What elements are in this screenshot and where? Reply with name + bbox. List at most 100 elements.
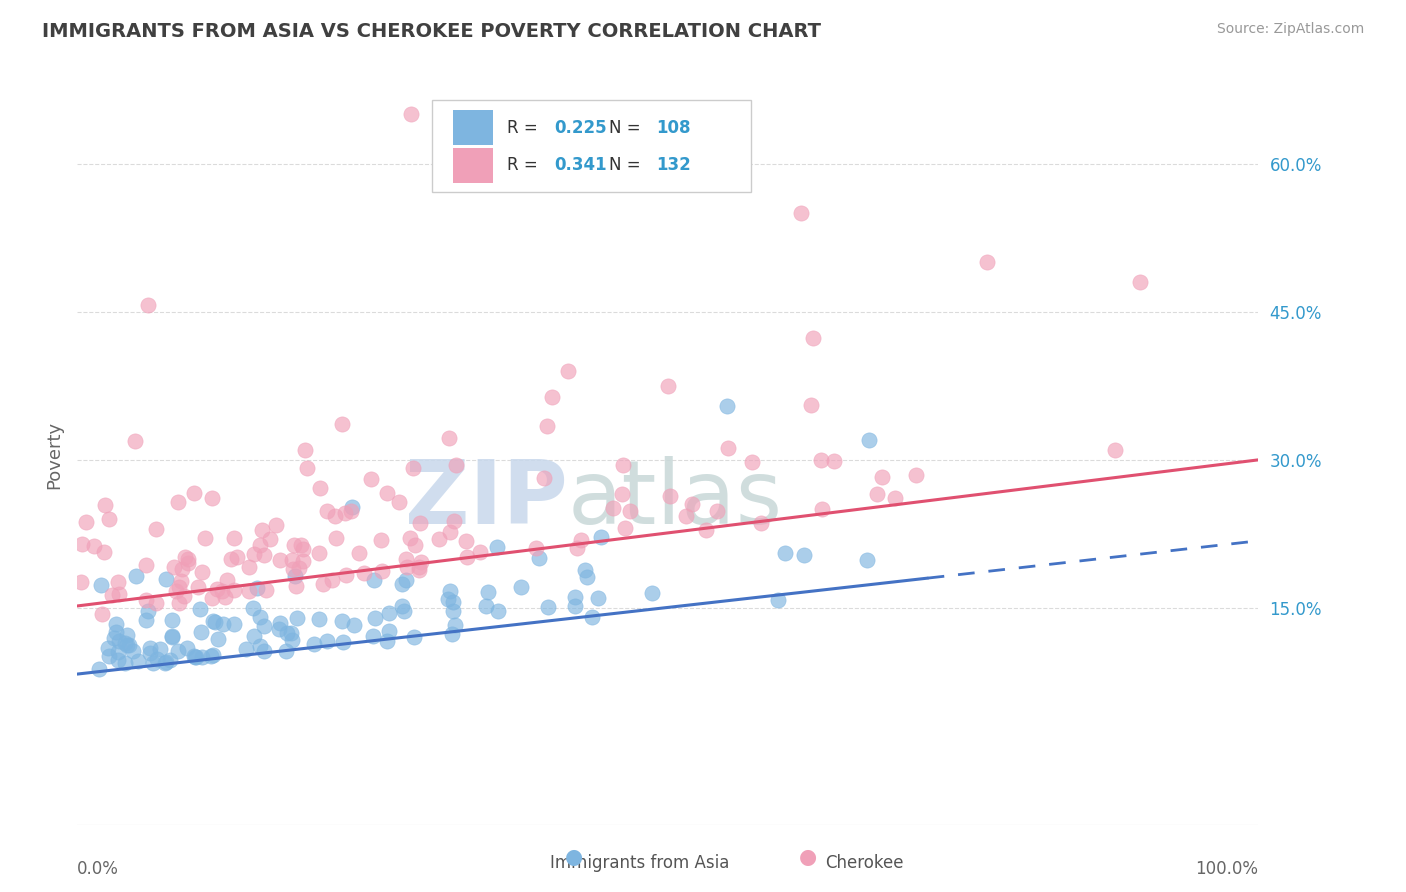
Point bbox=[394, 604, 416, 618]
Point bbox=[211, 583, 233, 598]
Point bbox=[681, 497, 703, 511]
Point bbox=[169, 580, 191, 594]
Point bbox=[200, 648, 222, 663]
Point bbox=[437, 592, 460, 607]
Point bbox=[224, 616, 246, 631]
Point bbox=[114, 656, 136, 670]
Point bbox=[339, 504, 361, 518]
Point bbox=[657, 379, 679, 393]
Point bbox=[153, 656, 176, 670]
Point bbox=[83, 539, 105, 553]
Point bbox=[537, 599, 560, 614]
Point bbox=[217, 574, 239, 588]
Point bbox=[475, 599, 498, 614]
Point bbox=[402, 461, 425, 475]
Point bbox=[477, 585, 499, 599]
Point bbox=[567, 541, 589, 556]
Point bbox=[612, 486, 634, 500]
Point bbox=[167, 495, 190, 509]
Point bbox=[800, 398, 823, 412]
Point bbox=[166, 644, 188, 658]
Point bbox=[97, 512, 120, 526]
Point bbox=[291, 554, 314, 568]
Point bbox=[107, 645, 129, 659]
Point bbox=[259, 532, 281, 546]
Point bbox=[97, 649, 120, 664]
Point bbox=[444, 618, 467, 632]
Point bbox=[371, 565, 394, 579]
Point bbox=[281, 553, 304, 567]
Point bbox=[205, 582, 228, 596]
Point bbox=[370, 533, 392, 547]
Point bbox=[353, 566, 375, 580]
Point bbox=[884, 491, 907, 505]
Point bbox=[574, 563, 596, 577]
Point bbox=[364, 611, 387, 625]
Point bbox=[117, 628, 139, 642]
Point bbox=[440, 626, 463, 640]
Point bbox=[717, 441, 740, 455]
Point bbox=[127, 654, 149, 668]
Text: 100.0%: 100.0% bbox=[1195, 860, 1258, 878]
Point bbox=[124, 434, 146, 448]
Point bbox=[253, 548, 276, 562]
Point bbox=[866, 487, 889, 501]
Point bbox=[290, 538, 312, 552]
Point bbox=[139, 640, 162, 655]
Text: Cherokee: Cherokee bbox=[825, 855, 904, 872]
Point bbox=[243, 547, 266, 561]
Point bbox=[323, 509, 346, 524]
Point bbox=[238, 559, 260, 574]
Point bbox=[408, 560, 430, 574]
Point bbox=[1104, 443, 1126, 458]
Point bbox=[214, 591, 236, 605]
Point bbox=[295, 461, 318, 475]
Point bbox=[201, 491, 224, 505]
Point bbox=[793, 548, 815, 562]
Point bbox=[291, 541, 314, 556]
Point bbox=[399, 531, 422, 545]
Point bbox=[107, 653, 129, 667]
Point bbox=[439, 583, 461, 598]
Point bbox=[145, 596, 167, 610]
Point bbox=[395, 551, 418, 566]
Point bbox=[775, 546, 797, 560]
Point bbox=[856, 553, 879, 567]
Text: N =: N = bbox=[609, 156, 645, 175]
Point bbox=[145, 522, 167, 536]
Point bbox=[524, 541, 547, 555]
Point bbox=[444, 458, 467, 473]
Point bbox=[439, 524, 461, 539]
Point bbox=[527, 550, 550, 565]
Point bbox=[204, 615, 226, 629]
Point bbox=[201, 648, 224, 662]
Point bbox=[280, 626, 302, 640]
Text: atlas: atlas bbox=[568, 456, 783, 543]
Text: 132: 132 bbox=[657, 156, 690, 175]
Point bbox=[70, 574, 93, 589]
Point bbox=[184, 650, 207, 665]
Point bbox=[249, 538, 271, 552]
Point bbox=[172, 562, 194, 576]
Point bbox=[308, 612, 330, 626]
Point bbox=[159, 653, 181, 667]
Point bbox=[347, 546, 370, 560]
FancyBboxPatch shape bbox=[453, 148, 494, 183]
Point bbox=[613, 521, 636, 535]
Point bbox=[443, 514, 465, 528]
Point bbox=[557, 364, 579, 378]
Point bbox=[276, 643, 298, 657]
Point bbox=[325, 531, 347, 545]
Point bbox=[283, 538, 305, 552]
Point bbox=[177, 556, 200, 570]
Point bbox=[612, 458, 634, 473]
Point bbox=[378, 624, 401, 639]
Point bbox=[441, 595, 464, 609]
Text: R =: R = bbox=[508, 156, 543, 175]
Point bbox=[589, 530, 612, 544]
Point bbox=[801, 331, 824, 345]
Point bbox=[201, 591, 224, 605]
Point bbox=[118, 638, 141, 652]
Point bbox=[586, 591, 609, 605]
Point bbox=[87, 662, 110, 676]
